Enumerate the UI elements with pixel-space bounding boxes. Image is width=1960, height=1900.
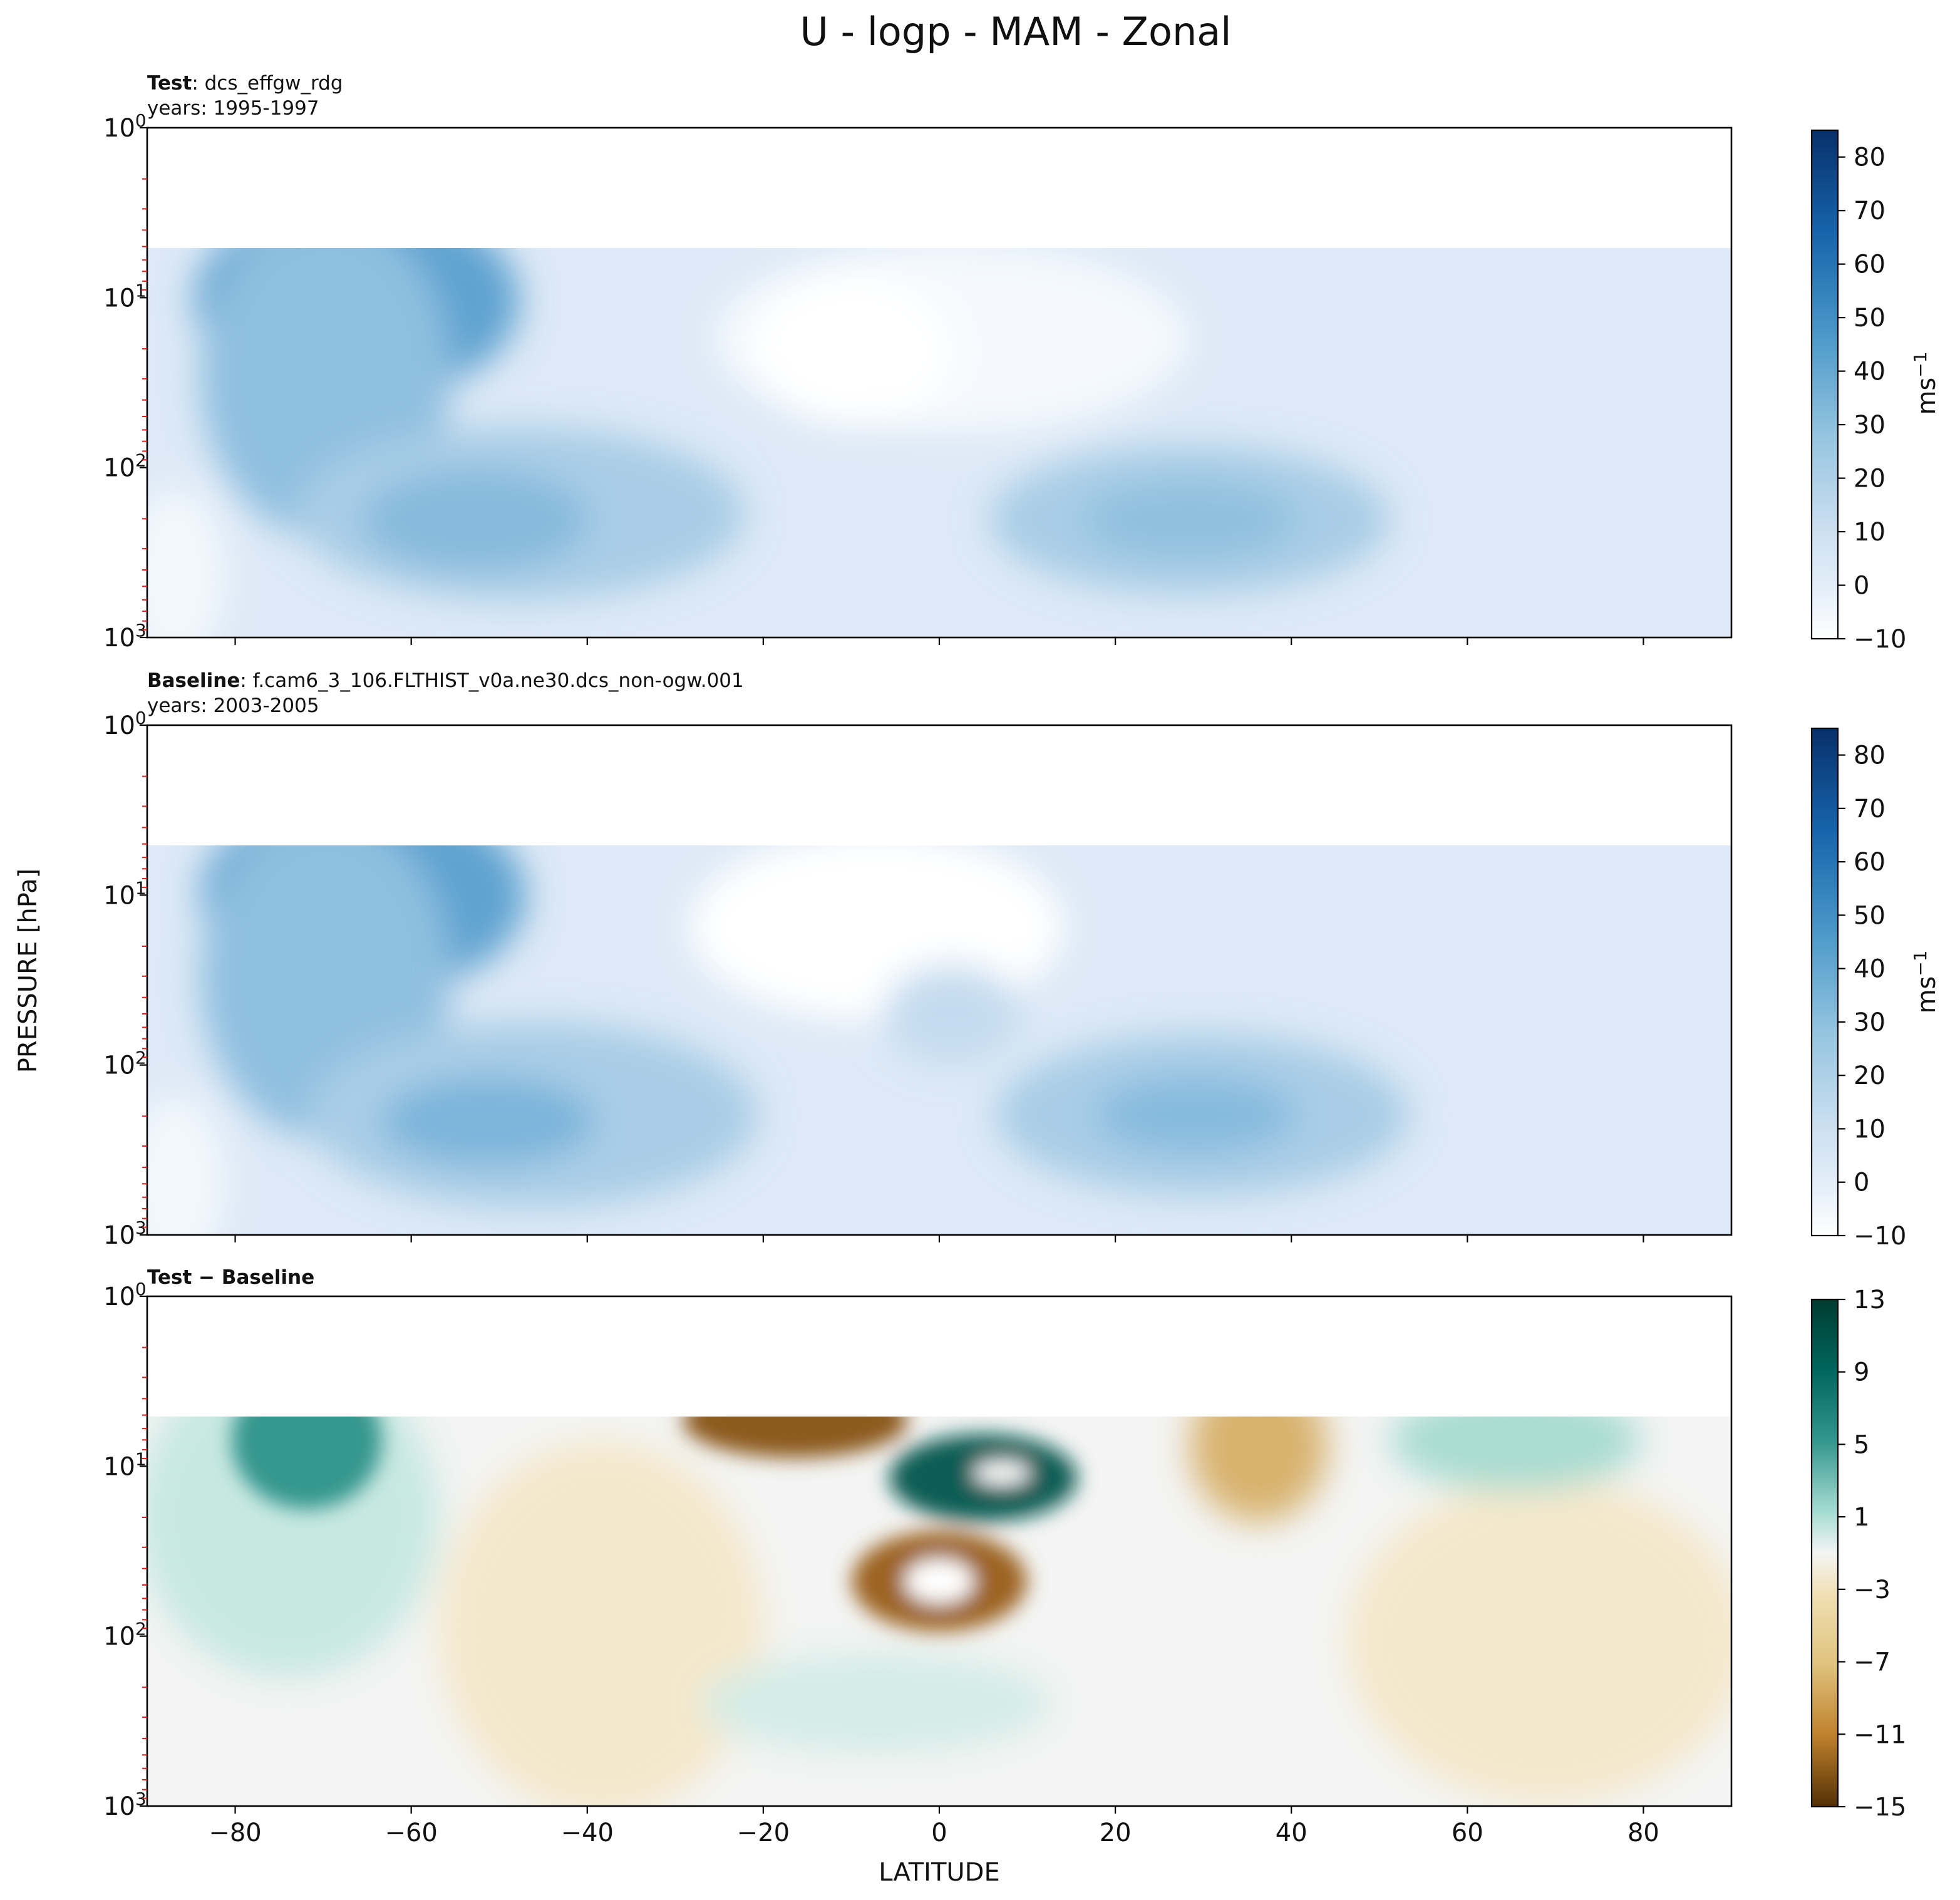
diff-upper-negative — [683, 1417, 908, 1458]
colorbar-difference-ticks: −15 −11 −7 −3 1 5 9 13 — [1838, 1286, 1906, 1822]
panel-test-title-bold: Test — [147, 72, 192, 95]
y-tick-label: 103 — [103, 1217, 147, 1250]
panel-baseline-title-rest: : f.cam6_3_106.FLTHIST_v0a.ne30.dcs_non-… — [240, 669, 743, 692]
y-axis-label: PRESSURE [hPa] — [14, 869, 43, 1073]
colorbar-tick-label: −10 — [1854, 1222, 1906, 1251]
panel-baseline-field — [147, 845, 1731, 1235]
y-tick-label: 100 — [103, 1279, 147, 1311]
colorbar-tick-label: 1 — [1854, 1503, 1869, 1532]
y-tick-label: 102 — [103, 450, 147, 483]
colorbar-tick-label: 50 — [1854, 304, 1885, 333]
x-tick-label: 20 — [1100, 1819, 1132, 1847]
test-nh-subtropical-jet — [1083, 482, 1296, 557]
panel-test-title: Test: dcs_effgw_rdg — [147, 72, 343, 95]
y-tick-label: 100 — [103, 708, 147, 740]
x-axis-label: LATITUDE — [879, 1858, 999, 1887]
test-tropical-easterlies — [751, 276, 952, 426]
colorbar-tick-label: 30 — [1854, 411, 1885, 440]
panel-difference-field — [147, 1417, 1731, 1806]
colorbar-tick-label: −10 — [1854, 625, 1906, 654]
colorbar-tick-label: 80 — [1854, 741, 1885, 770]
colorbar-tick-label: 20 — [1854, 1061, 1885, 1090]
y-tick-label: 102 — [103, 1048, 147, 1080]
x-tick-label: 60 — [1452, 1819, 1483, 1847]
x-tick-label: −40 — [561, 1819, 614, 1847]
colorbar-tick-label: 5 — [1854, 1430, 1869, 1459]
colorbar-tick-label: 0 — [1854, 1169, 1869, 1197]
colorbar-tick-label: 10 — [1854, 1115, 1885, 1144]
panel-test-field — [147, 248, 1731, 638]
colorbar-baseline-label: ms−1 — [1910, 950, 1941, 1013]
x-tick-label: 40 — [1276, 1819, 1308, 1847]
colorbar-baseline — [1810, 727, 1839, 1237]
colorbar-tick-label: 9 — [1854, 1358, 1869, 1387]
panel-baseline-ticks: 100 101 102 103 — [103, 708, 1644, 1250]
panel-test: Test: dcs_effgw_rdg years: 1995-1997 100… — [103, 72, 1941, 654]
x-tick-label: −60 — [384, 1819, 437, 1847]
panel-test-ticks: 100 101 102 103 — [103, 110, 1644, 653]
y-tick-label: 101 — [103, 1448, 147, 1481]
colorbar-tick-label: 30 — [1854, 1008, 1885, 1037]
colorbar-tick-label: 40 — [1854, 358, 1885, 386]
x-tick-label: 0 — [931, 1819, 947, 1847]
panel-difference: Test − Baseline −80 −60 −40 −20 0 20 4 — [103, 1266, 1906, 1847]
colorbar-tick-label: −11 — [1854, 1720, 1906, 1749]
panel-test-subtitle: years: 1995-1997 — [147, 97, 319, 120]
y-tick-label: 101 — [103, 280, 147, 312]
colorbar-tick-label: −7 — [1854, 1648, 1890, 1677]
colorbar-tick-label: −3 — [1854, 1576, 1890, 1604]
colorbar-tick-label: 80 — [1854, 143, 1885, 172]
colorbar-tick-label: 70 — [1854, 795, 1885, 824]
colorbar-tick-label: 70 — [1854, 197, 1885, 225]
colorbar-tick-label: −15 — [1854, 1793, 1906, 1822]
diff-sh-highlat-positive — [232, 1417, 382, 1509]
panel-baseline-subtitle: years: 2003-2005 — [147, 694, 319, 717]
x-tick-label: 80 — [1627, 1819, 1659, 1847]
y-tick-label: 100 — [103, 110, 147, 143]
colorbar-test — [1810, 129, 1839, 640]
colorbar-tick-label: 40 — [1854, 955, 1885, 984]
baseline-equatorial-blob — [883, 964, 1021, 1065]
colorbar-test-label: ms−1 — [1910, 351, 1941, 415]
baseline-nh-subtropical-jet — [1096, 1077, 1296, 1152]
colorbar-tick-label: 20 — [1854, 465, 1885, 493]
y-tick-label: 102 — [103, 1619, 147, 1651]
y-tick-label: 103 — [103, 1789, 147, 1821]
y-tick-label: 103 — [103, 620, 147, 653]
baseline-sh-subtropical-jet — [382, 1077, 595, 1165]
panel-baseline-title-bold: Baseline — [147, 669, 240, 692]
colorbar-tick-label: 0 — [1854, 572, 1869, 601]
panel-baseline: Baseline: f.cam6_3_106.FLTHIST_v0a.ne30.… — [103, 669, 1941, 1251]
figure-title: U - logp - MAM - Zonal — [800, 9, 1232, 54]
panel-baseline-title: Baseline: f.cam6_3_106.FLTHIST_v0a.ne30.… — [147, 669, 744, 692]
x-tick-label: −80 — [209, 1819, 261, 1847]
colorbar-test-ticks: −10 0 10 20 30 40 50 60 70 80 — [1838, 143, 1906, 654]
colorbar-difference — [1810, 1298, 1839, 1808]
y-tick-label: 101 — [103, 877, 147, 910]
panel-test-title-rest: : dcs_effgw_rdg — [192, 72, 343, 95]
colorbar-tick-label: 60 — [1854, 848, 1885, 877]
x-tick-label: −20 — [737, 1819, 790, 1847]
colorbar-tick-label: 60 — [1854, 250, 1885, 279]
colorbar-tick-label: 10 — [1854, 518, 1885, 547]
test-sh-subtropical-jet — [363, 470, 589, 570]
panel-difference-title: Test − Baseline — [147, 1266, 314, 1289]
colorbar-tick-label: 50 — [1854, 901, 1885, 930]
panel-difference-ticks: −80 −60 −40 −20 0 20 40 60 80 100 101 102 103 — [103, 1279, 1659, 1847]
colorbar-baseline-ticks: −10 0 10 20 30 40 50 60 70 80 — [1838, 741, 1906, 1251]
colorbar-tick-label: 13 — [1854, 1286, 1885, 1314]
